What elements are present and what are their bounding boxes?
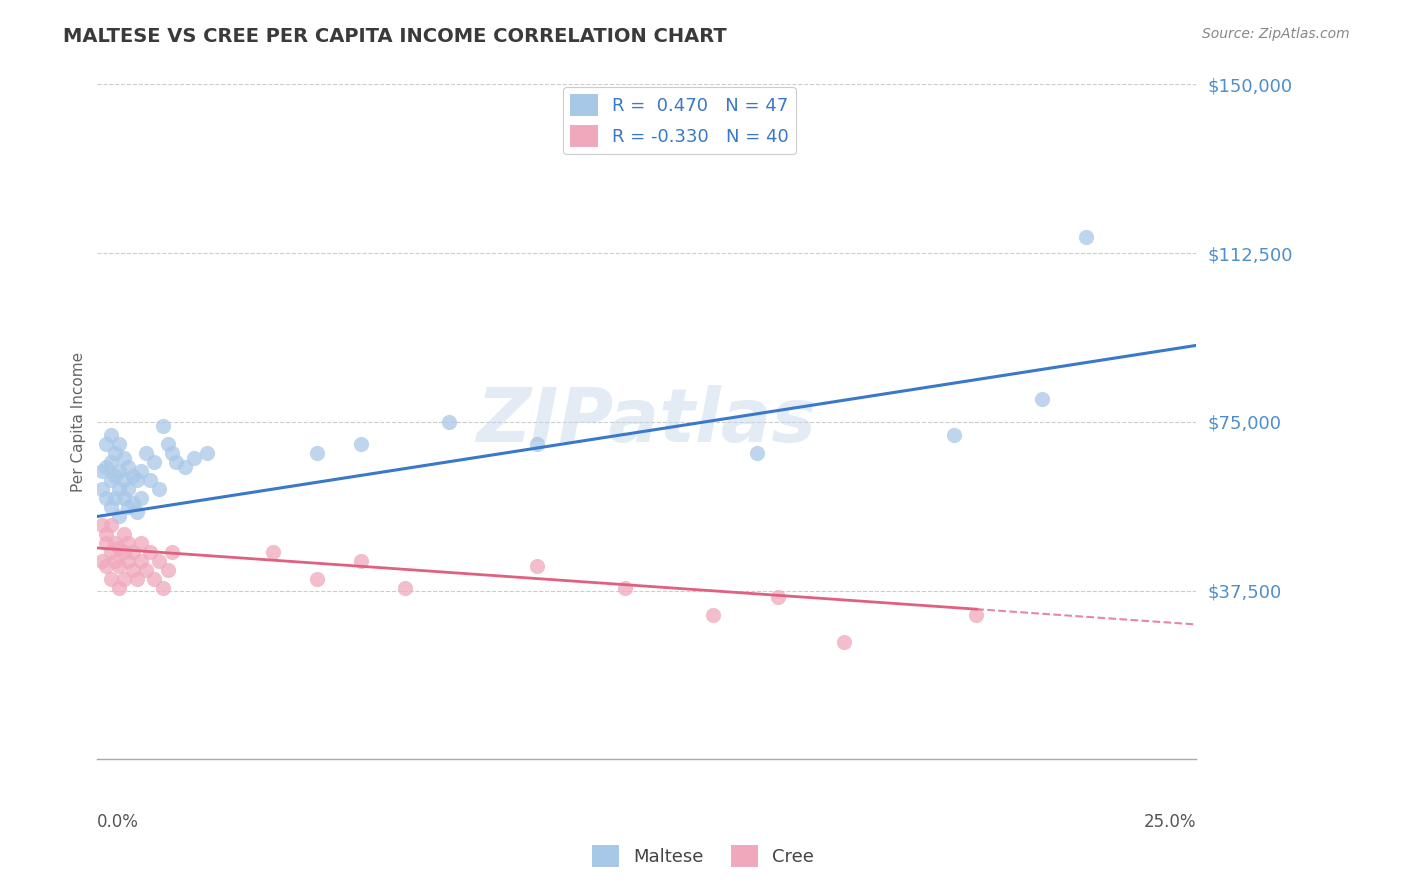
- Point: [139, 545, 162, 559]
- Point: [90, 554, 112, 568]
- Text: 0.0%: 0.0%: [97, 814, 139, 831]
- Text: 25.0%: 25.0%: [1143, 814, 1197, 831]
- Point: [165, 455, 187, 469]
- Point: [100, 474, 122, 488]
- Point: [94, 527, 117, 541]
- Point: [129, 465, 152, 479]
- Point: [112, 573, 135, 587]
- Point: [195, 446, 218, 460]
- Point: [745, 446, 768, 460]
- Point: [112, 545, 135, 559]
- Point: [94, 536, 117, 550]
- Point: [965, 608, 987, 623]
- Point: [117, 459, 139, 474]
- Point: [768, 591, 790, 605]
- Point: [100, 573, 122, 587]
- Point: [613, 582, 636, 596]
- Point: [90, 518, 112, 533]
- Point: [152, 419, 174, 434]
- Point: [139, 474, 162, 488]
- Point: [125, 573, 148, 587]
- Point: [262, 545, 284, 559]
- Point: [135, 564, 157, 578]
- Point: [112, 491, 135, 506]
- Point: [125, 505, 148, 519]
- Point: [104, 536, 127, 550]
- Point: [121, 496, 143, 510]
- Point: [702, 608, 724, 623]
- Point: [100, 518, 122, 533]
- Point: [104, 554, 127, 568]
- Point: [160, 446, 183, 460]
- Point: [90, 483, 112, 497]
- Point: [183, 450, 205, 465]
- Text: Source: ZipAtlas.com: Source: ZipAtlas.com: [1202, 27, 1350, 41]
- Point: [108, 582, 131, 596]
- Legend: Maltese, Cree: Maltese, Cree: [585, 838, 821, 874]
- Point: [437, 415, 460, 429]
- Point: [100, 545, 122, 559]
- Point: [394, 582, 416, 596]
- Point: [112, 450, 135, 465]
- Point: [350, 437, 373, 451]
- Text: ZIPatlas: ZIPatlas: [477, 385, 817, 458]
- Point: [112, 527, 135, 541]
- Legend: R =  0.470   N = 47, R = -0.330   N = 40: R = 0.470 N = 47, R = -0.330 N = 40: [564, 87, 796, 154]
- Point: [143, 455, 166, 469]
- Point: [1074, 230, 1097, 244]
- Point: [834, 635, 856, 649]
- Point: [121, 545, 143, 559]
- Point: [1031, 392, 1053, 407]
- Point: [108, 465, 131, 479]
- Point: [104, 491, 127, 506]
- Point: [121, 469, 143, 483]
- Point: [129, 491, 152, 506]
- Point: [174, 459, 197, 474]
- Point: [100, 428, 122, 442]
- Point: [117, 536, 139, 550]
- Point: [94, 491, 117, 506]
- Point: [121, 564, 143, 578]
- Point: [129, 536, 152, 550]
- Point: [108, 437, 131, 451]
- Point: [117, 483, 139, 497]
- Point: [90, 465, 112, 479]
- Point: [156, 437, 179, 451]
- Point: [307, 573, 329, 587]
- Point: [112, 474, 135, 488]
- Y-axis label: Per Capita Income: Per Capita Income: [72, 351, 86, 492]
- Point: [943, 428, 966, 442]
- Point: [108, 509, 131, 524]
- Point: [94, 558, 117, 573]
- Point: [117, 554, 139, 568]
- Point: [100, 500, 122, 515]
- Point: [307, 446, 329, 460]
- Point: [104, 469, 127, 483]
- Point: [148, 554, 170, 568]
- Point: [135, 446, 157, 460]
- Point: [117, 500, 139, 515]
- Point: [108, 541, 131, 555]
- Point: [526, 437, 548, 451]
- Point: [526, 558, 548, 573]
- Point: [94, 459, 117, 474]
- Point: [125, 474, 148, 488]
- Point: [160, 545, 183, 559]
- Point: [100, 455, 122, 469]
- Point: [152, 582, 174, 596]
- Point: [94, 437, 117, 451]
- Text: MALTESE VS CREE PER CAPITA INCOME CORRELATION CHART: MALTESE VS CREE PER CAPITA INCOME CORREL…: [63, 27, 727, 45]
- Point: [104, 446, 127, 460]
- Point: [129, 554, 152, 568]
- Point: [108, 483, 131, 497]
- Point: [148, 483, 170, 497]
- Point: [143, 573, 166, 587]
- Point: [350, 554, 373, 568]
- Point: [156, 564, 179, 578]
- Point: [108, 558, 131, 573]
